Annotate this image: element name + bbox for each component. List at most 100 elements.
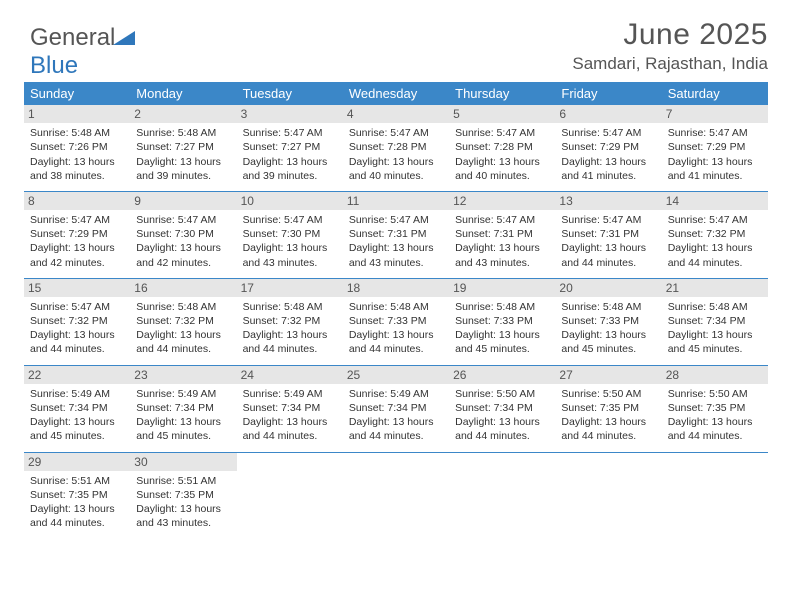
calendar-day-cell: 25 Sunrise: 5:49 AMSunset: 7:34 PMDayligh… xyxy=(343,365,449,452)
calendar-day-cell: 12Sunrise: 5:47 AMSunset: 7:31 PMDayligh… xyxy=(449,191,555,278)
calendar-week-row: 22Sunrise: 5:49 AMSunset: 7:34 PMDayligh… xyxy=(24,365,768,452)
calendar-day-cell: 24 Sunrise: 5:49 AMSunset: 7:34 PMDayligh… xyxy=(237,365,343,452)
location: Samdari, Rajasthan, India xyxy=(24,54,768,74)
logo-triangle-icon xyxy=(113,29,135,47)
calendar-day-cell: 26 Sunrise: 5:50 AMSunset: 7:34 PMDayligh… xyxy=(449,365,555,452)
day-details: Sunrise: 5:47 AMSunset: 7:29 PMDaylight:… xyxy=(668,126,762,183)
calendar-day-cell: 10 Sunrise: 5:47 AMSunset: 7:30 PMDayligh… xyxy=(237,191,343,278)
calendar-empty-cell: . xyxy=(237,452,343,538)
calendar-day-cell: 4Sunrise: 5:47 AMSunset: 7:28 PMDaylight… xyxy=(343,105,449,191)
calendar-week-row: 1 Sunrise: 5:48 AMSunset: 7:26 PMDaylight… xyxy=(24,105,768,191)
weekday-header-row: SundayMondayTuesdayWednesdayThursdayFrid… xyxy=(24,82,768,105)
day-number: 11 xyxy=(343,192,449,210)
weekday-header: Friday xyxy=(555,82,661,105)
day-number: 14 xyxy=(662,192,768,210)
day-details: Sunrise: 5:47 AMSunset: 7:29 PMDaylight:… xyxy=(561,126,655,183)
day-details: Sunrise: 5:47 AMSunset: 7:28 PMDaylight:… xyxy=(455,126,549,183)
day-number: 3 xyxy=(237,105,343,123)
calendar-empty-cell: . xyxy=(343,452,449,538)
day-number: 6 xyxy=(555,105,661,123)
calendar-day-cell: 1 Sunrise: 5:48 AMSunset: 7:26 PMDaylight… xyxy=(24,105,130,191)
calendar-day-cell: 29 Sunrise: 5:51 AMSunset: 7:35 PMDayligh… xyxy=(24,452,130,538)
day-number: 12 xyxy=(449,192,555,210)
day-details: Sunrise: 5:47 AMSunset: 7:31 PMDaylight:… xyxy=(561,213,655,270)
weekday-header: Monday xyxy=(130,82,236,105)
calendar-day-cell: 8 Sunrise: 5:47 AMSunset: 7:29 PMDaylight… xyxy=(24,191,130,278)
logo: General Blue xyxy=(30,24,135,80)
day-number: 16 xyxy=(130,279,236,297)
day-details: Sunrise: 5:51 AMSunset: 7:35 PMDaylight:… xyxy=(136,474,230,531)
day-details: Sunrise: 5:49 AMSunset: 7:34 PMDaylight:… xyxy=(349,387,443,444)
calendar-day-cell: 11 Sunrise: 5:47 AMSunset: 7:31 PMDayligh… xyxy=(343,191,449,278)
day-number: 24 xyxy=(237,366,343,384)
day-details: Sunrise: 5:47 AMSunset: 7:32 PMDaylight:… xyxy=(30,300,124,357)
day-details: Sunrise: 5:50 AMSunset: 7:35 PMDaylight:… xyxy=(561,387,655,444)
calendar-week-row: 8 Sunrise: 5:47 AMSunset: 7:29 PMDaylight… xyxy=(24,191,768,278)
weekday-header: Wednesday xyxy=(343,82,449,105)
calendar-day-cell: 9 Sunrise: 5:47 AMSunset: 7:30 PMDaylight… xyxy=(130,191,236,278)
day-number: 28 xyxy=(662,366,768,384)
day-number: 13 xyxy=(555,192,661,210)
calendar-day-cell: 23 Sunrise: 5:49 AMSunset: 7:34 PMDayligh… xyxy=(130,365,236,452)
day-number: 25 xyxy=(343,366,449,384)
day-number: 21 xyxy=(662,279,768,297)
day-number: 7 xyxy=(662,105,768,123)
day-details: Sunrise: 5:51 AMSunset: 7:35 PMDaylight:… xyxy=(30,474,124,531)
day-number: 20 xyxy=(555,279,661,297)
day-number: 29 xyxy=(24,453,130,471)
calendar-day-cell: 28 Sunrise: 5:50 AMSunset: 7:35 PMDayligh… xyxy=(662,365,768,452)
day-details: Sunrise: 5:49 AMSunset: 7:34 PMDaylight:… xyxy=(136,387,230,444)
calendar-day-cell: 18 Sunrise: 5:48 AMSunset: 7:33 PMDayligh… xyxy=(343,278,449,365)
weekday-header: Tuesday xyxy=(237,82,343,105)
calendar-day-cell: 17 Sunrise: 5:48 AMSunset: 7:32 PMDayligh… xyxy=(237,278,343,365)
day-number: 2 xyxy=(130,105,236,123)
day-number: 26 xyxy=(449,366,555,384)
calendar-day-cell: 15Sunrise: 5:47 AMSunset: 7:32 PMDayligh… xyxy=(24,278,130,365)
day-number: 8 xyxy=(24,192,130,210)
logo-text-blue: Blue xyxy=(30,52,78,79)
day-number: 9 xyxy=(130,192,236,210)
calendar-day-cell: 30 Sunrise: 5:51 AMSunset: 7:35 PMDayligh… xyxy=(130,452,236,538)
day-number: 23 xyxy=(130,366,236,384)
day-details: Sunrise: 5:48 AMSunset: 7:33 PMDaylight:… xyxy=(349,300,443,357)
calendar-day-cell: 16 Sunrise: 5:48 AMSunset: 7:32 PMDayligh… xyxy=(130,278,236,365)
calendar-empty-cell: . xyxy=(662,452,768,538)
weekday-header: Thursday xyxy=(449,82,555,105)
day-number: 18 xyxy=(343,279,449,297)
day-details: Sunrise: 5:47 AMSunset: 7:29 PMDaylight:… xyxy=(30,213,124,270)
calendar-table: SundayMondayTuesdayWednesdayThursdayFrid… xyxy=(24,82,768,538)
day-details: Sunrise: 5:48 AMSunset: 7:32 PMDaylight:… xyxy=(243,300,337,357)
day-details: Sunrise: 5:47 AMSunset: 7:31 PMDaylight:… xyxy=(349,213,443,270)
calendar-day-cell: 7 Sunrise: 5:47 AMSunset: 7:29 PMDaylight… xyxy=(662,105,768,191)
calendar-day-cell: 22Sunrise: 5:49 AMSunset: 7:34 PMDayligh… xyxy=(24,365,130,452)
weekday-header: Sunday xyxy=(24,82,130,105)
calendar-day-cell: 20 Sunrise: 5:48 AMSunset: 7:33 PMDayligh… xyxy=(555,278,661,365)
calendar-day-cell: 27 Sunrise: 5:50 AMSunset: 7:35 PMDayligh… xyxy=(555,365,661,452)
day-details: Sunrise: 5:48 AMSunset: 7:32 PMDaylight:… xyxy=(136,300,230,357)
day-details: Sunrise: 5:47 AMSunset: 7:30 PMDaylight:… xyxy=(243,213,337,270)
day-number: 19 xyxy=(449,279,555,297)
day-details: Sunrise: 5:50 AMSunset: 7:34 PMDaylight:… xyxy=(455,387,549,444)
day-details: Sunrise: 5:48 AMSunset: 7:33 PMDaylight:… xyxy=(561,300,655,357)
day-details: Sunrise: 5:47 AMSunset: 7:30 PMDaylight:… xyxy=(136,213,230,270)
day-number: 1 xyxy=(24,105,130,123)
day-details: Sunrise: 5:48 AMSunset: 7:26 PMDaylight:… xyxy=(30,126,124,183)
calendar-day-cell: 6 Sunrise: 5:47 AMSunset: 7:29 PMDaylight… xyxy=(555,105,661,191)
day-number: 10 xyxy=(237,192,343,210)
day-details: Sunrise: 5:48 AMSunset: 7:33 PMDaylight:… xyxy=(455,300,549,357)
day-number: 17 xyxy=(237,279,343,297)
day-details: Sunrise: 5:47 AMSunset: 7:32 PMDaylight:… xyxy=(668,213,762,270)
day-details: Sunrise: 5:50 AMSunset: 7:35 PMDaylight:… xyxy=(668,387,762,444)
calendar-week-row: 15Sunrise: 5:47 AMSunset: 7:32 PMDayligh… xyxy=(24,278,768,365)
day-details: Sunrise: 5:49 AMSunset: 7:34 PMDaylight:… xyxy=(30,387,124,444)
day-number: 4 xyxy=(343,105,449,123)
day-details: Sunrise: 5:47 AMSunset: 7:27 PMDaylight:… xyxy=(243,126,337,183)
day-number: 27 xyxy=(555,366,661,384)
day-number: 30 xyxy=(130,453,236,471)
calendar-day-cell: 21Sunrise: 5:48 AMSunset: 7:34 PMDayligh… xyxy=(662,278,768,365)
calendar-empty-cell: . xyxy=(449,452,555,538)
month-title: June 2025 xyxy=(24,18,768,52)
calendar-day-cell: 5Sunrise: 5:47 AMSunset: 7:28 PMDaylight… xyxy=(449,105,555,191)
calendar-day-cell: 13 Sunrise: 5:47 AMSunset: 7:31 PMDayligh… xyxy=(555,191,661,278)
day-details: Sunrise: 5:49 AMSunset: 7:34 PMDaylight:… xyxy=(243,387,337,444)
